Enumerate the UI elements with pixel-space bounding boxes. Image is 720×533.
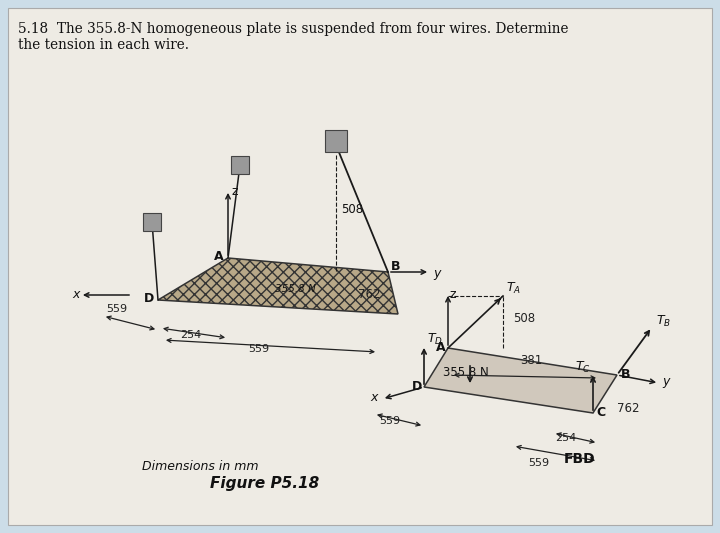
Text: 559: 559 [106, 304, 127, 314]
Text: 559: 559 [528, 458, 549, 468]
Text: 254: 254 [180, 330, 202, 340]
Text: Dimensions in mm: Dimensions in mm [142, 460, 258, 473]
Polygon shape [143, 213, 161, 231]
Text: A: A [214, 250, 224, 263]
Text: B: B [391, 260, 400, 273]
Text: y: y [433, 266, 441, 279]
Polygon shape [158, 258, 398, 314]
Text: $T_B$: $T_B$ [656, 314, 671, 329]
Text: x: x [72, 288, 79, 302]
Text: the tension in each wire.: the tension in each wire. [18, 38, 189, 52]
Text: 355.8 N: 355.8 N [443, 366, 489, 379]
Text: 559: 559 [248, 344, 269, 354]
Text: y: y [662, 375, 670, 388]
Text: 5.18  The 355.8-N homogeneous plate is suspended from four wires. Determine: 5.18 The 355.8-N homogeneous plate is su… [18, 22, 569, 36]
Text: $T_A$: $T_A$ [506, 281, 521, 296]
Text: B: B [621, 368, 631, 381]
Text: 508: 508 [341, 203, 363, 216]
Text: x: x [370, 391, 377, 404]
Text: 762: 762 [617, 402, 639, 415]
FancyBboxPatch shape [8, 8, 712, 525]
Text: 355.8 N: 355.8 N [274, 284, 315, 294]
Text: 381: 381 [520, 354, 542, 367]
Text: $T_C$: $T_C$ [575, 360, 590, 375]
Text: z: z [231, 185, 238, 198]
Text: 559: 559 [379, 416, 400, 426]
Text: 762: 762 [358, 288, 380, 301]
Polygon shape [231, 156, 249, 174]
Text: $T_D$: $T_D$ [427, 332, 443, 347]
Text: 508: 508 [513, 312, 535, 325]
Text: z: z [450, 288, 456, 301]
Text: 254: 254 [555, 433, 576, 443]
Text: FBD: FBD [564, 452, 596, 466]
Polygon shape [424, 348, 617, 413]
Polygon shape [325, 130, 347, 152]
Text: A: A [436, 341, 446, 354]
Text: D: D [412, 380, 422, 393]
Text: C: C [596, 406, 605, 419]
Text: Figure P5.18: Figure P5.18 [210, 476, 320, 491]
Text: D: D [144, 292, 154, 305]
